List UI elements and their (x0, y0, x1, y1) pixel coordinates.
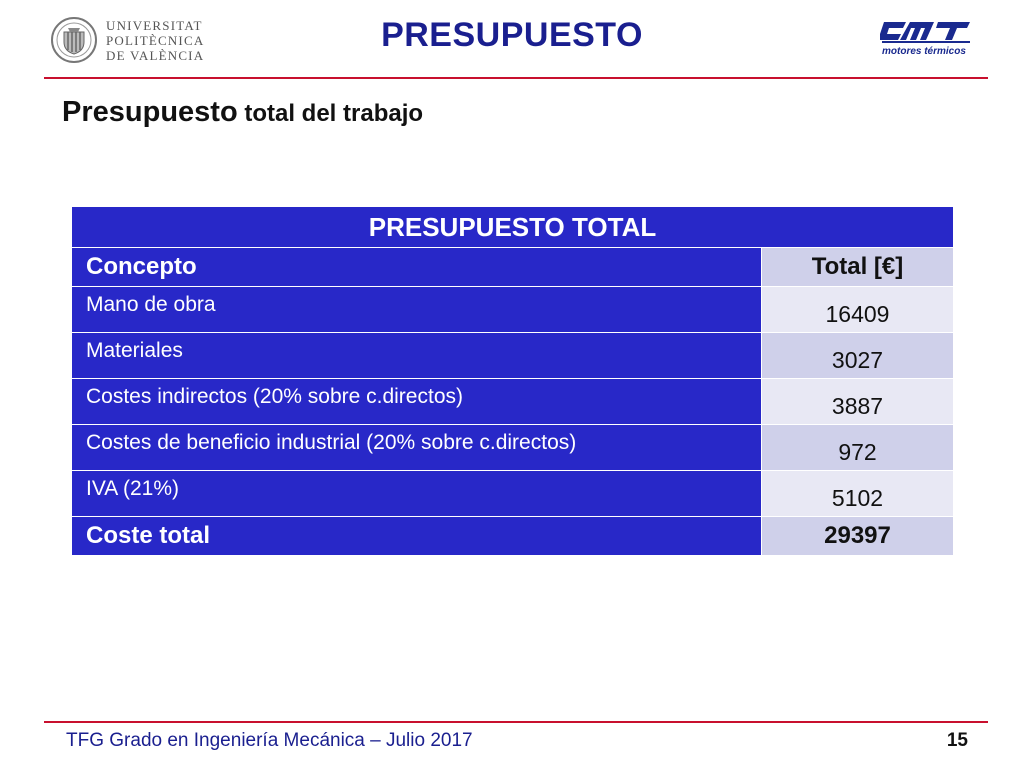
university-name-line: DE VALÈNCIA (106, 47, 205, 63)
row-concept: Mano de obra (71, 286, 762, 333)
column-header-concept: Concepto (71, 247, 762, 287)
row-total: 972 (761, 424, 954, 471)
table-row: Mano de obra 16409 (71, 286, 954, 333)
university-seal-icon (51, 17, 97, 63)
page-title: PRESUPUESTO (381, 16, 643, 54)
partner-logo-subtitle: motores térmicos (882, 46, 966, 57)
row-total: 5102 (761, 470, 954, 517)
page-number: 15 (946, 730, 968, 751)
row-concept: Costes de beneficio industrial (20% sobr… (71, 424, 762, 471)
row-concept: IVA (21%) (71, 470, 762, 517)
row-concept: Costes indirectos (20% sobre c.directos) (71, 378, 762, 425)
university-name-line: POLITÈCNICA (106, 32, 205, 48)
row-concept: Materiales (71, 332, 762, 379)
table-row: Materiales 3027 (71, 332, 954, 379)
cmt-logo-icon (880, 22, 970, 43)
table-row: Costes indirectos (20% sobre c.directos)… (71, 378, 954, 425)
slide-subtitle: Presupuesto total del trabajo (62, 96, 423, 129)
university-name-line: UNIVERSITAT (106, 17, 203, 33)
subtitle-main: Presupuesto (62, 96, 238, 128)
column-header-total: Total [€] (761, 247, 954, 287)
footer-text: TFG Grado en Ingeniería Mecánica – Julio… (66, 730, 473, 751)
table-row: Costes de beneficio industrial (20% sobr… (71, 424, 954, 471)
table-title-row: PRESUPUESTO TOTAL (71, 206, 954, 248)
footer-divider (44, 721, 988, 723)
subtitle-rest: total del trabajo (237, 100, 424, 127)
table-header-row: Concepto Total [€] (71, 247, 954, 287)
table-row: IVA (21%) 5102 (71, 470, 954, 517)
total-value: 29397 (761, 516, 954, 556)
university-logo: UNIVERSITAT POLITÈCNICA DE VALÈNCIA (50, 14, 220, 66)
header-divider (44, 77, 988, 79)
row-total: 3887 (761, 378, 954, 425)
total-concept: Coste total (71, 516, 762, 556)
row-total: 16409 (761, 286, 954, 333)
partner-logo: motores térmicos (880, 18, 980, 64)
table-total-row: Coste total 29397 (71, 516, 954, 556)
university-name: UNIVERSITAT POLITÈCNICA DE VALÈNCIA (106, 18, 204, 63)
table-title: PRESUPUESTO TOTAL (71, 206, 954, 248)
row-total: 3027 (761, 332, 954, 379)
budget-table: PRESUPUESTO TOTAL Concepto Total [€] Man… (71, 206, 954, 556)
